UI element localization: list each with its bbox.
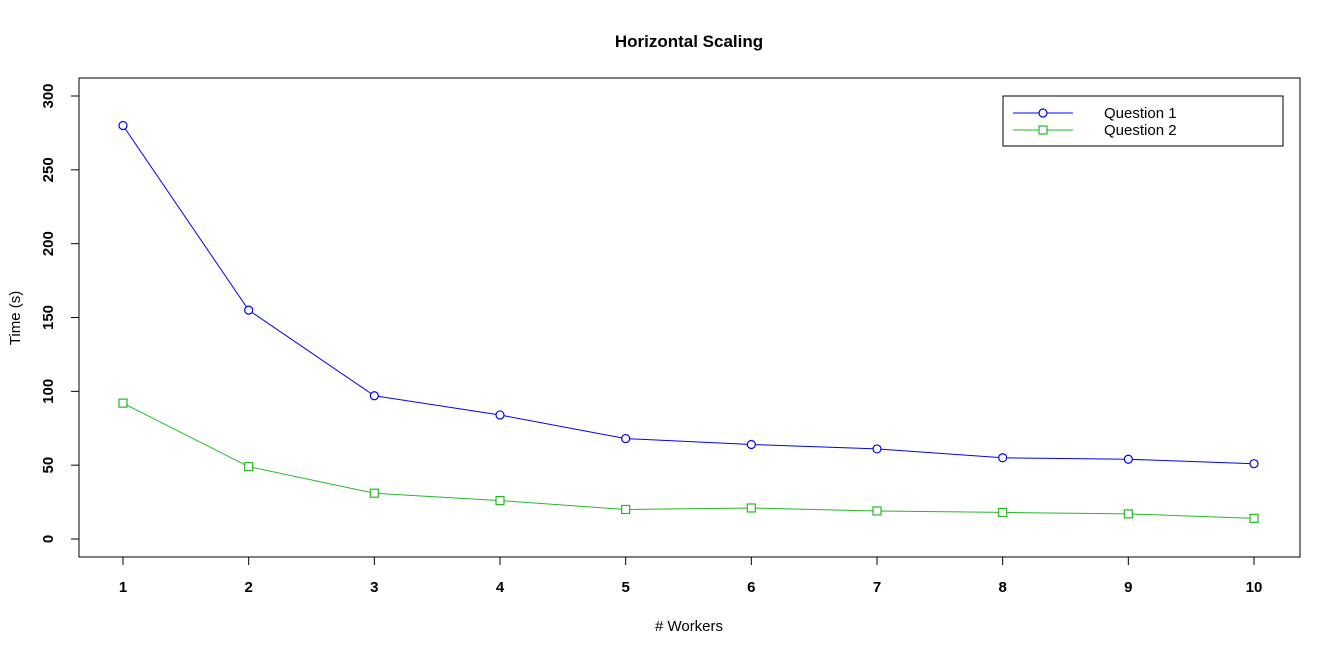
legend-label: Question 2 (1104, 122, 1177, 139)
series-1-point (495, 410, 505, 420)
series-layer (118, 120, 1259, 523)
series-1-line (122, 125, 1255, 465)
series-1-point (118, 120, 128, 131)
series-1-point (621, 433, 631, 444)
series-1-point (1249, 459, 1259, 469)
x-tick-label: 10 (1246, 579, 1263, 596)
y-tick-label: 50 (40, 457, 57, 474)
legend-label: Question 1 (1104, 105, 1177, 122)
plot-frame (78, 77, 1301, 558)
legend-marker (1038, 108, 1048, 118)
y-tick-label: 250 (40, 157, 57, 182)
series-2-point (369, 488, 379, 498)
series-2-point (746, 503, 756, 513)
legend-box (1002, 95, 1284, 147)
series-1-point (872, 444, 882, 454)
series-2-point (244, 462, 254, 472)
x-tick-label: 5 (621, 579, 629, 596)
series-2-point (1123, 509, 1133, 519)
x-tick-label: 1 (119, 579, 127, 596)
y-tick-label: 0 (40, 535, 57, 543)
y-tick-label: 100 (40, 379, 57, 404)
series-1-point (998, 453, 1008, 463)
y-tick-label: 150 (40, 305, 57, 330)
x-tick-label: 9 (1124, 579, 1132, 596)
legend-marker (1038, 125, 1048, 135)
series-1-point (369, 391, 379, 401)
series-2-line (122, 402, 1255, 519)
series-1-point (1123, 454, 1133, 464)
x-tick-label: 6 (747, 579, 755, 596)
series-1-point (244, 305, 254, 315)
series-2-point (872, 506, 882, 516)
series-2-point (495, 496, 505, 506)
x-axis-label: # Workers (655, 618, 723, 635)
y-axis-label: Time (s) (7, 291, 24, 345)
series-2-point (1249, 513, 1259, 523)
series-2-point (621, 504, 631, 515)
x-tick-label: 7 (873, 579, 881, 596)
series-2-point (118, 398, 128, 408)
x-tick-label: 2 (244, 579, 252, 596)
x-tick-label: 3 (370, 579, 378, 596)
chart-title: Horizontal Scaling (615, 32, 763, 51)
y-tick-label: 300 (40, 83, 57, 108)
series-2-point (998, 507, 1008, 518)
series-1-point (746, 439, 756, 450)
y-tick-label: 200 (40, 231, 57, 256)
x-tick-label: 8 (998, 579, 1006, 596)
x-tick-label: 4 (496, 579, 505, 596)
